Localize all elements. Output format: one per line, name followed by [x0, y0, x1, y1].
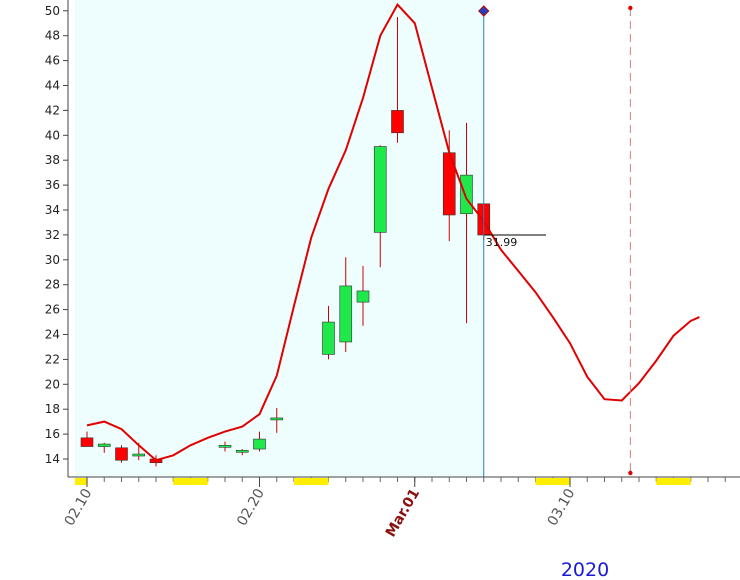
y-tick-label: 42 — [45, 103, 60, 117]
candle-up — [322, 321, 335, 355]
candle-up — [339, 285, 353, 343]
future-marker-bottom-dot-icon — [628, 470, 633, 476]
y-tick-label: 14 — [45, 452, 60, 466]
candle-down — [115, 447, 128, 461]
y-tick-label: 36 — [45, 178, 60, 192]
y-tick-label: 46 — [45, 54, 60, 68]
y-tick-label: 22 — [45, 352, 60, 366]
candle-up — [253, 438, 266, 450]
candle-up — [373, 146, 387, 233]
weekend-block — [656, 478, 691, 485]
y-tick-label: 40 — [45, 128, 60, 142]
x-tick-label-major: Mar.01 — [383, 486, 423, 540]
y-tick-label: 24 — [45, 328, 60, 342]
x-tick-label: 02.10 — [62, 486, 96, 529]
weekend-block — [294, 478, 329, 485]
y-tick-label: 34 — [45, 203, 60, 217]
current-date-diamond-icon — [478, 5, 490, 17]
y-tick-label: 18 — [45, 402, 60, 416]
y-tick-label: 50 — [45, 4, 60, 18]
future-marker-top-dot-icon — [628, 5, 633, 11]
candle-up — [97, 443, 111, 447]
chart-background — [74, 0, 484, 477]
y-axis: 14 16 18 20 22 24 26 28 30 32 34 36 38 40 42 44 46 48 50 — [45, 0, 69, 477]
candle-up — [235, 449, 249, 453]
last-price-label: 31.99 — [486, 236, 518, 249]
history-highlight-area — [74, 0, 484, 477]
y-tick-label: 26 — [45, 303, 60, 317]
candle-up — [270, 417, 284, 421]
x-axis: 02.10 02.20 Mar.01 03.10 — [62, 476, 740, 540]
weekend-block — [173, 478, 208, 485]
y-tick-label: 48 — [45, 29, 60, 43]
candle-up — [132, 453, 146, 457]
candle-down — [391, 110, 404, 134]
y-tick-label: 44 — [45, 79, 60, 93]
y-tick-label: 32 — [45, 228, 60, 242]
candle-up — [460, 174, 473, 215]
markers: 31.99 — [478, 5, 633, 477]
candle-up — [218, 445, 232, 448]
year-label: 2020 — [561, 559, 609, 580]
y-tick-label: 20 — [45, 377, 60, 391]
y-tick-label: 30 — [45, 253, 60, 267]
candle-up — [356, 290, 370, 303]
y-tick-label: 16 — [45, 427, 60, 441]
weekend-block — [74, 478, 87, 485]
x-tick-label: 02.20 — [234, 486, 268, 529]
x-tick-label: 03.10 — [545, 486, 579, 529]
y-tick-label: 28 — [45, 278, 60, 292]
weekend-block — [535, 478, 570, 485]
forecast-line — [86, 2, 700, 462]
y-tick-label: 38 — [45, 153, 60, 167]
forecast-line-group — [86, 2, 700, 462]
candle-down — [80, 437, 94, 447]
